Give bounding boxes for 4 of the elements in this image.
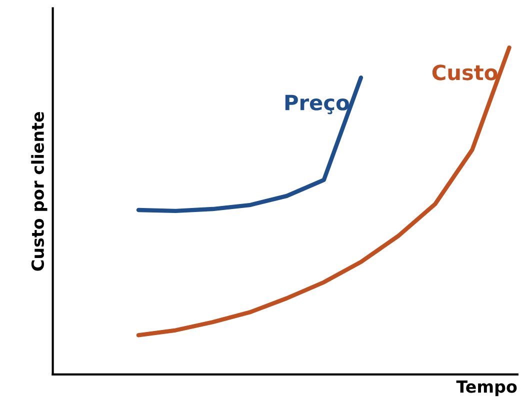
series-label: Preço bbox=[285, 94, 349, 114]
y-axis-title: Custo por cliente bbox=[31, 112, 48, 271]
x-axis-title: Tempo bbox=[456, 380, 517, 396]
series-label: Custo bbox=[432, 64, 498, 80]
